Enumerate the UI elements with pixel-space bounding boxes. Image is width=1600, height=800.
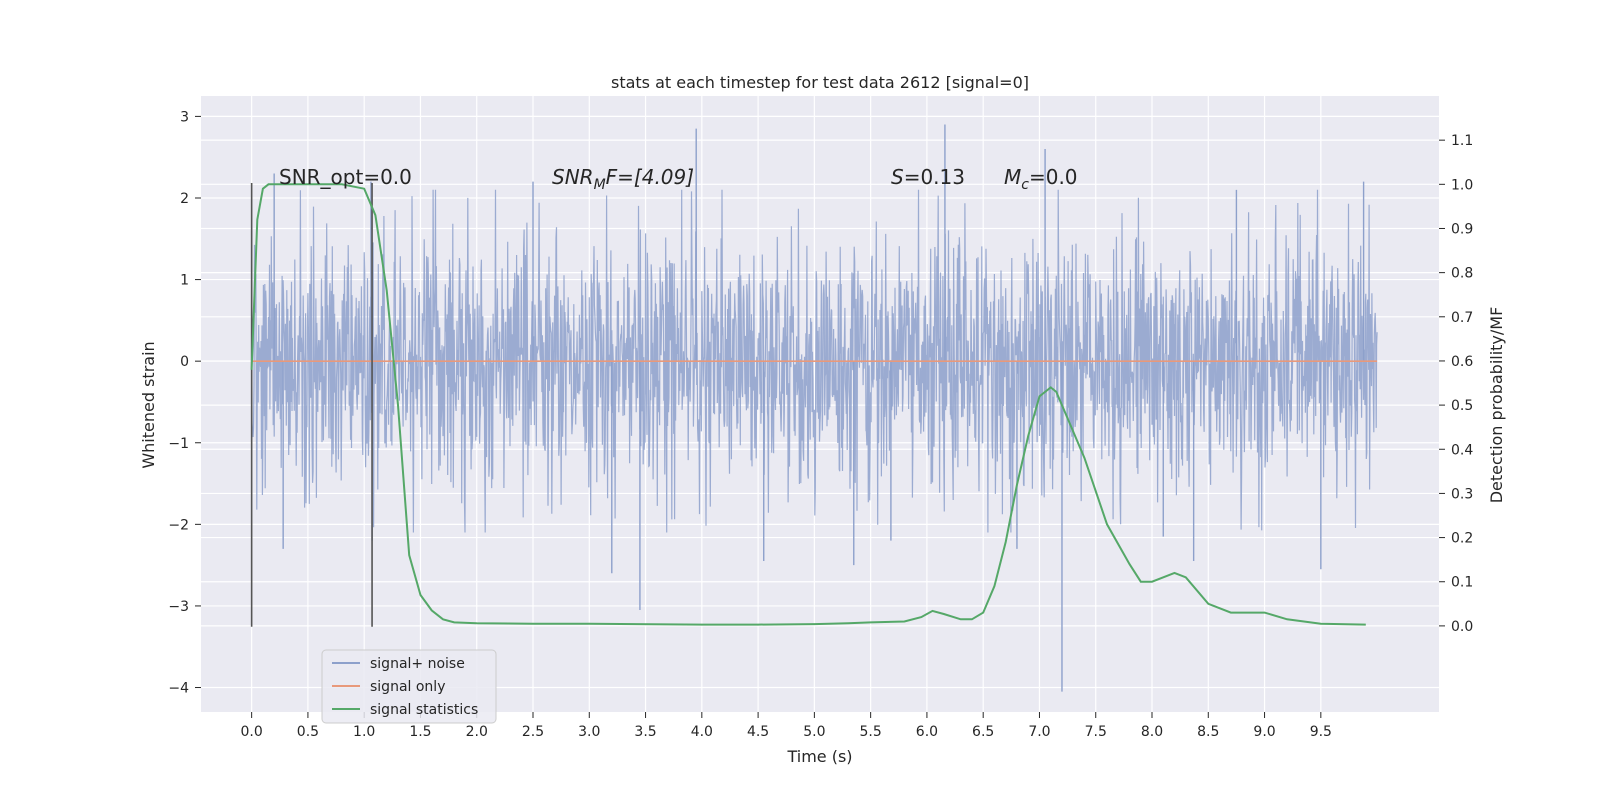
y-tick-label: −1 bbox=[168, 436, 189, 452]
y-axis-label: Whitened strain bbox=[139, 341, 158, 468]
x-tick-label: 0.0 bbox=[241, 724, 263, 740]
x-tick-label: 5.0 bbox=[803, 724, 825, 740]
x-tick-label: 2.0 bbox=[466, 724, 488, 740]
y-tick-label: −2 bbox=[168, 517, 189, 533]
x-tick-label: 2.5 bbox=[522, 724, 544, 740]
annotation-s-label: S bbox=[891, 165, 904, 189]
x-tick-label: 1.5 bbox=[409, 724, 431, 740]
x-axis-label: Time (s) bbox=[786, 747, 852, 766]
series-layer bbox=[250, 124, 1378, 692]
y-right-tick-label: 0.7 bbox=[1451, 310, 1473, 326]
y-right-tick-label: 1.1 bbox=[1451, 133, 1473, 149]
annotation-snr-mf: SNRMF=[4.09] bbox=[552, 165, 694, 193]
x-tick-label: 4.5 bbox=[747, 724, 769, 740]
x-tick-label: 5.5 bbox=[860, 724, 882, 740]
y-right-tick-label: 0.9 bbox=[1451, 221, 1473, 237]
x-tick-label: 6.5 bbox=[972, 724, 994, 740]
chart-title: stats at each timestep for test data 261… bbox=[611, 73, 1029, 92]
x-tick-label: 3.5 bbox=[634, 724, 656, 740]
x-tick-label: 9.5 bbox=[1310, 724, 1332, 740]
y-right-tick-label: 0.5 bbox=[1451, 398, 1473, 414]
y-right-tick-label: 0.0 bbox=[1451, 619, 1473, 635]
x-tick-label: 7.0 bbox=[1028, 724, 1050, 740]
x-tick-label: 8.0 bbox=[1141, 724, 1163, 740]
annotation-mc: Mc=0.0 bbox=[1004, 165, 1078, 193]
annotation-snr-opt: SNR_opt=0.0 bbox=[279, 165, 412, 189]
annotation-s: S=0.13 bbox=[891, 165, 965, 189]
annotation-snr-mf-sub: M bbox=[594, 177, 606, 193]
x-tick-label: 3.0 bbox=[578, 724, 600, 740]
x-tick-label: 1.0 bbox=[353, 724, 375, 740]
annotation-mc-label: M bbox=[1004, 165, 1021, 189]
y-tick-label: −3 bbox=[168, 599, 189, 615]
x-tick-label: 0.5 bbox=[297, 724, 319, 740]
series-signal-noise bbox=[251, 189, 1378, 533]
y-tick-label: 0 bbox=[180, 354, 189, 370]
y-axis-right-label: Detection probability/MF bbox=[1487, 307, 1506, 504]
x-tick-label: 8.5 bbox=[1197, 724, 1219, 740]
annotation-mc-sub: c bbox=[1021, 177, 1029, 193]
y-tick-label: −4 bbox=[168, 681, 189, 697]
y-right-tick-label: 0.1 bbox=[1451, 575, 1473, 591]
y-right-tick-label: 0.2 bbox=[1451, 531, 1473, 547]
annotation-snr-mf-rest: F=[4.09] bbox=[606, 165, 694, 189]
y-tick-label: 3 bbox=[180, 109, 189, 125]
x-tick-label: 6.0 bbox=[916, 724, 938, 740]
legend: signal+ noise signal only signal statist… bbox=[321, 649, 497, 724]
y-tick-label: 2 bbox=[180, 191, 189, 207]
series-signal-statistics bbox=[250, 183, 1366, 626]
annotation-s-value: =0.13 bbox=[904, 165, 965, 189]
legend-label-signal-noise: signal+ noise bbox=[370, 656, 465, 672]
y-right-tick-label: 0.8 bbox=[1451, 266, 1473, 282]
x-tick-label: 7.5 bbox=[1085, 724, 1107, 740]
x-tick-label: 4.0 bbox=[691, 724, 713, 740]
y-right-tick-label: 1.0 bbox=[1451, 177, 1473, 193]
axes: 0.0 0.5 1.0 1.5 2.0 2.5 3.0 3.5 4.0 4.5 5.0 5.5 6.0 6… bbox=[168, 109, 1473, 740]
x-tick-label: 9.0 bbox=[1253, 724, 1275, 740]
legend-box bbox=[321, 649, 497, 724]
y-right-tick-label: 0.3 bbox=[1451, 486, 1473, 502]
y-right-tick-label: 0.4 bbox=[1451, 442, 1473, 458]
annotation-mc-value: =0.0 bbox=[1029, 165, 1078, 189]
legend-label-signal-statistics: signal statistics bbox=[370, 702, 478, 718]
y-right-tick-label: 0.6 bbox=[1451, 354, 1473, 370]
annotation-snr-mf-base: SNR bbox=[552, 165, 594, 189]
legend-label-signal-only: signal only bbox=[370, 679, 445, 695]
y-tick-label: 1 bbox=[180, 273, 189, 289]
